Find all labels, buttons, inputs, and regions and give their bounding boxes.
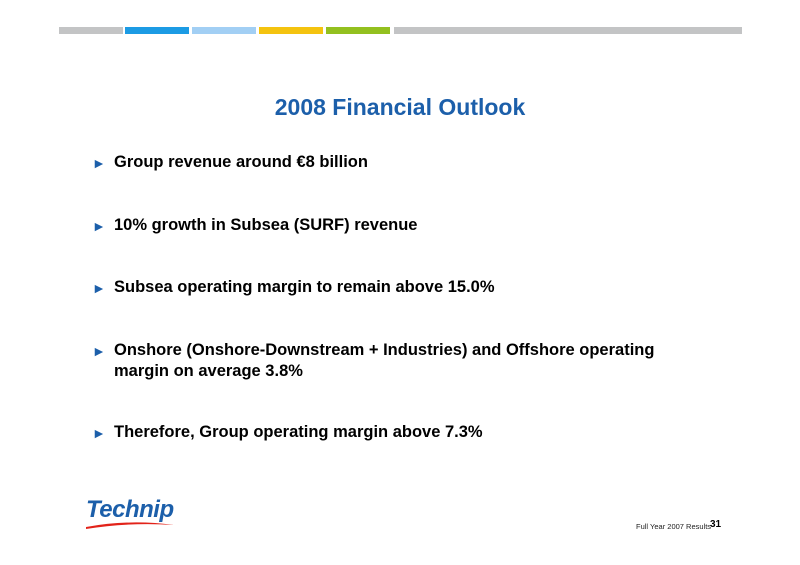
slide-title: 2008 Financial Outlook <box>274 94 526 120</box>
header-stripe-blue <box>125 27 189 34</box>
bullet-item: ► 10% growth in Subsea (SURF) revenue <box>92 215 712 236</box>
bullet-item: ► Therefore, Group operating margin abov… <box>92 422 712 443</box>
bullet-item: ► Onshore (Onshore-Downstream + Industri… <box>92 340 712 382</box>
footer-label: Full Year 2007 Results <box>636 522 712 531</box>
technip-logo: Technip <box>84 496 184 532</box>
header-stripe-green <box>326 27 390 34</box>
triangle-bullet-icon: ► <box>92 425 106 441</box>
triangle-bullet-icon: ► <box>92 343 106 359</box>
logo-swoosh-icon <box>86 522 174 529</box>
header-stripe-gray <box>59 27 123 34</box>
page-number: 31 <box>710 519 722 530</box>
header-stripe-yellow <box>259 27 323 34</box>
logo-wordmark: Technip <box>86 496 174 523</box>
triangle-bullet-icon: ► <box>92 280 106 296</box>
bullet-text: Group revenue around €8 billion <box>114 153 368 171</box>
bullet-item: ► Subsea operating margin to remain abov… <box>92 277 712 298</box>
bullet-text: Therefore, Group operating margin above … <box>114 423 483 441</box>
header-stripe-light-blue <box>192 27 256 34</box>
header-stripes <box>59 27 742 34</box>
bullet-item: ► Group revenue around €8 billion <box>92 152 712 173</box>
bullet-text: Onshore (Onshore-Downstream + Industries… <box>114 341 655 380</box>
triangle-bullet-icon: ► <box>92 155 106 171</box>
bullet-text: Subsea operating margin to remain above … <box>114 278 495 296</box>
triangle-bullet-icon: ► <box>92 218 106 234</box>
bullet-text: 10% growth in Subsea (SURF) revenue <box>114 216 418 234</box>
header-stripe-gray-long <box>394 27 742 34</box>
